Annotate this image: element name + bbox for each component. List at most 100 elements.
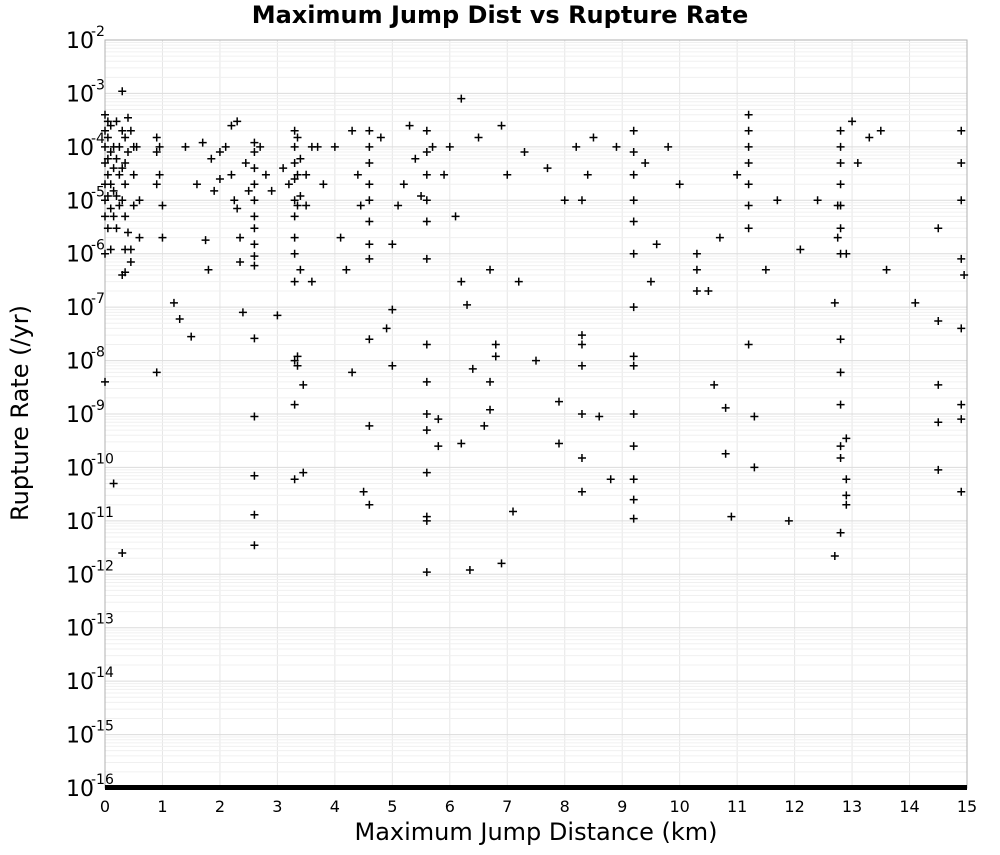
data-point <box>293 170 302 179</box>
data-point <box>865 133 874 142</box>
data-point <box>577 454 586 463</box>
data-point <box>256 142 265 151</box>
data-point <box>132 142 141 151</box>
data-point <box>290 400 299 409</box>
data-point <box>629 196 638 205</box>
y-tick-label: 10 <box>66 189 94 214</box>
y-tick-exponent: -12 <box>91 558 114 574</box>
data-point <box>836 224 845 233</box>
data-point <box>319 180 328 189</box>
data-point <box>836 400 845 409</box>
data-point <box>388 240 397 249</box>
data-point <box>629 352 638 361</box>
data-point <box>109 479 118 488</box>
data-point <box>299 468 308 477</box>
data-point <box>365 158 374 167</box>
data-point <box>175 314 184 323</box>
data-point <box>365 196 374 205</box>
data-point <box>641 158 650 167</box>
data-point <box>451 212 460 221</box>
data-point <box>152 133 161 142</box>
data-point <box>577 410 586 418</box>
data-point <box>486 377 495 386</box>
data-point <box>842 249 851 258</box>
data-point <box>115 201 124 210</box>
data-point <box>491 352 500 361</box>
x-tick-label: 1 <box>157 797 167 816</box>
data-point <box>365 240 374 249</box>
data-point <box>230 196 239 205</box>
data-point <box>290 249 299 258</box>
data-point <box>434 442 443 451</box>
data-point <box>422 217 431 226</box>
data-point <box>250 240 259 249</box>
data-point <box>101 377 109 386</box>
data-point <box>273 311 282 320</box>
data-point <box>101 126 109 135</box>
data-point <box>250 224 259 233</box>
chart-title: Maximum Jump Dist vs Rupture Rate <box>252 1 749 29</box>
x-tick-label: 12 <box>784 797 804 816</box>
data-point <box>192 180 201 189</box>
y-tick-label: 10 <box>66 510 94 535</box>
y-tick-label: 10 <box>66 670 94 695</box>
data-point <box>215 175 224 184</box>
data-point <box>491 340 500 349</box>
data-point <box>422 254 431 263</box>
x-tick-label: 4 <box>330 797 340 816</box>
data-point <box>399 180 408 189</box>
data-point <box>422 468 431 477</box>
data-point <box>514 277 523 286</box>
data-point <box>155 170 164 179</box>
data-point <box>629 361 638 370</box>
data-point <box>842 491 851 500</box>
data-point <box>109 186 118 195</box>
data-point <box>353 170 362 179</box>
data-point <box>629 148 638 157</box>
data-point <box>103 133 112 142</box>
data-point <box>465 566 474 575</box>
data-point <box>135 196 144 205</box>
data-point <box>934 317 943 326</box>
data-point <box>560 196 569 205</box>
data-point <box>103 170 112 179</box>
data-point <box>532 356 540 365</box>
data-point <box>181 142 190 151</box>
data-point <box>957 400 966 409</box>
y-tick-exponent: -8 <box>91 345 105 361</box>
data-point <box>497 121 506 130</box>
data-point <box>112 117 121 126</box>
data-point <box>957 126 966 135</box>
y-tick-label: 10 <box>66 777 94 802</box>
data-point <box>187 332 196 341</box>
x-tick-label: 0 <box>100 797 110 816</box>
data-point <box>664 142 673 151</box>
data-point <box>388 305 397 314</box>
data-point <box>290 277 299 286</box>
data-point <box>250 148 259 157</box>
data-point <box>101 158 109 167</box>
data-point <box>836 126 845 135</box>
data-point <box>468 364 477 373</box>
data-point <box>486 265 495 274</box>
data-point <box>629 514 638 523</box>
y-tick-exponent: -15 <box>91 719 114 735</box>
data-point <box>422 148 431 157</box>
data-point <box>129 170 138 179</box>
data-point <box>830 551 839 560</box>
data-point <box>836 180 845 189</box>
data-point <box>330 142 339 151</box>
data-point <box>445 142 454 151</box>
data-point <box>129 201 138 210</box>
data-point <box>457 94 466 103</box>
data-point <box>118 87 127 96</box>
data-point <box>299 380 308 389</box>
data-point <box>290 233 299 242</box>
data-point <box>293 352 302 361</box>
data-point <box>106 148 115 157</box>
data-point <box>118 126 127 135</box>
data-point <box>250 180 259 189</box>
data-point <box>106 180 115 189</box>
